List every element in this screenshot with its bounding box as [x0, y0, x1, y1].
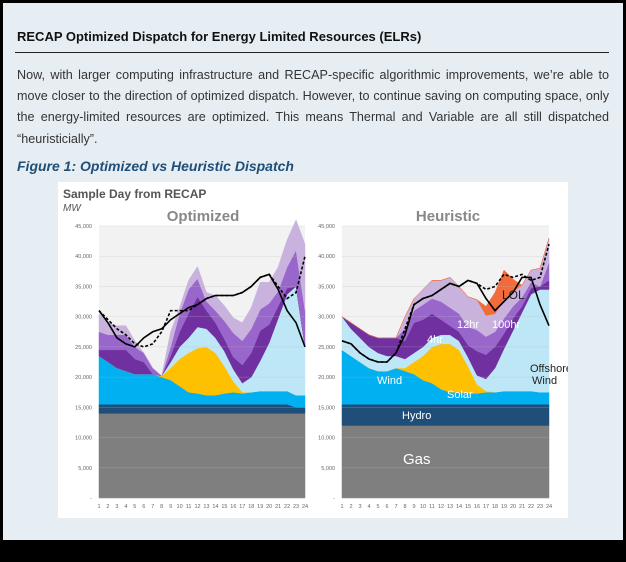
- optimized-x-tick-label: 13: [203, 504, 209, 510]
- heuristic-x-tick-label: 11: [429, 504, 435, 510]
- optimized-x-tick-label: 22: [284, 504, 290, 510]
- heuristic-x-tick-label: 12: [438, 504, 444, 510]
- heuristic-x-tick-label: 19: [501, 504, 507, 510]
- optimized-y-tick-label: 10,000: [75, 436, 92, 442]
- optimized-x-tick-label: 8: [160, 504, 163, 510]
- heuristic-label-h4: 4hr: [427, 334, 443, 346]
- heuristic-label-gas: Gas: [403, 451, 431, 468]
- optimized-x-tick-label: 5: [133, 504, 136, 510]
- optimized-panel: Optimized45,00040,00035,00030,00025,0002…: [75, 208, 308, 510]
- heuristic-x-tick-label: 22: [528, 504, 534, 510]
- optimized-x-tick-label: 3: [115, 504, 118, 510]
- heuristic-x-tick-label: 13: [447, 504, 453, 510]
- heuristic-x-tick-label: 5: [376, 504, 379, 510]
- dispatch-figure: Sample Day from RECAP MW Optimized 45,000…: [58, 182, 568, 518]
- optimized-x-tick-label: 23: [293, 504, 299, 510]
- heuristic-label-hydro: Hydro: [402, 410, 431, 422]
- heuristic-x-tick-label: 3: [358, 504, 361, 510]
- heuristic-y-tick-label: -: [333, 496, 335, 502]
- optimized-load-with-charging-line: [98, 256, 306, 348]
- optimized-title: Optimized: [167, 208, 240, 225]
- optimized-y-tick-label: 45,000: [75, 224, 92, 230]
- title-divider: [15, 52, 609, 53]
- optimized-gas-area: [98, 413, 306, 499]
- heuristic-x-tick-label: 18: [492, 504, 498, 510]
- optimized-hydro-area: [98, 404, 306, 414]
- heuristic-x-tick-label: 9: [412, 504, 415, 510]
- figure-caption: Figure 1: Optimized vs Heuristic Dispatc…: [17, 158, 294, 174]
- heuristic-y-tick-label: 20,000: [318, 375, 335, 381]
- heuristic-label-wind: Wind: [377, 375, 402, 387]
- heuristic-x-tick-label: 21: [519, 504, 525, 510]
- optimized-y-tick-label: 35,000: [75, 284, 92, 290]
- heuristic-gas-area: [341, 425, 550, 499]
- offshore-label-line: Wind: [532, 375, 557, 387]
- optimized-y-tick-label: 15,000: [75, 405, 92, 411]
- heuristic-label-h100: 100hr: [492, 319, 520, 331]
- heuristic-y-tick-label: 10,000: [318, 436, 335, 442]
- heuristic-label-offshore: Offshore Wind: [530, 363, 568, 387]
- optimized-x-tick-label: 4: [124, 504, 127, 510]
- optimized-x-tick-label: 2: [106, 504, 109, 510]
- optimized-x-tick-label: 7: [151, 504, 154, 510]
- body-paragraph: Now, with larger computing infrastructur…: [17, 68, 609, 146]
- heuristic-x-tick-label: 23: [537, 504, 543, 510]
- optimized-x-tick-label: 10: [177, 504, 183, 510]
- dispatch-chart-svg: Sample Day from RECAP MW Optimized45,000…: [63, 187, 568, 510]
- optimized-x-tick-label: 6: [142, 504, 145, 510]
- heuristic-y-tick-label: 35,000: [318, 284, 335, 290]
- heuristic-label-lol: LOL: [502, 288, 525, 302]
- optimized-x-tick-label: 16: [230, 504, 236, 510]
- heuristic-y-tick-label: 5,000: [321, 466, 335, 472]
- heuristic-x-tick-label: 15: [465, 504, 471, 510]
- heuristic-x-tick-label: 14: [456, 504, 462, 510]
- heuristic-load-with-charging-line: [341, 243, 550, 363]
- figure-heading: Sample Day from RECAP: [63, 187, 206, 201]
- optimized-y-tick-label: 20,000: [75, 375, 92, 381]
- heuristic-x-tick-label: 7: [394, 504, 397, 510]
- optimized-y-tick-label: 25,000: [75, 345, 92, 351]
- heuristic-x-tick-label: 17: [483, 504, 489, 510]
- offshore-label-line: Offshore: [530, 363, 568, 375]
- heuristic-y-tick-label: 45,000: [318, 224, 335, 230]
- heuristic-y-tick-label: 15,000: [318, 405, 335, 411]
- heuristic-x-tick-label: 6: [385, 504, 388, 510]
- heuristic-x-tick-label: 24: [546, 504, 552, 510]
- optimized-x-tick-label: 11: [186, 504, 192, 510]
- optimized-x-tick-label: 19: [257, 504, 263, 510]
- heuristic-label-solar: Solar: [447, 389, 473, 401]
- optimized-x-tick-label: 24: [302, 504, 308, 510]
- heuristic-x-tick-label: 20: [510, 504, 516, 510]
- heuristic-x-tick-label: 2: [349, 504, 352, 510]
- heuristic-x-tick-label: 16: [474, 504, 480, 510]
- optimized-y-tick-label: 5,000: [78, 466, 92, 472]
- optimized-x-tick-label: 15: [221, 504, 227, 510]
- section-title: RECAP Optimized Dispatch for Energy Limi…: [17, 29, 422, 44]
- heuristic-lol-area: [341, 238, 550, 339]
- heuristic-y-tick-label: 25,000: [318, 345, 335, 351]
- optimized-y-tick-label: 40,000: [75, 254, 92, 260]
- optimized-x-tick-label: 12: [194, 504, 200, 510]
- heuristic-label-h12: 12hr: [457, 319, 479, 331]
- heuristic-x-tick-label: 10: [420, 504, 426, 510]
- optimized-x-tick-label: 1: [97, 504, 100, 510]
- heuristic-x-tick-label: 1: [340, 504, 343, 510]
- optimized-y-tick-label: 30,000: [75, 315, 92, 321]
- optimized-x-tick-label: 9: [169, 504, 172, 510]
- optimized-x-tick-label: 18: [248, 504, 254, 510]
- heuristic-y-tick-label: 30,000: [318, 315, 335, 321]
- heuristic-x-tick-label: 4: [367, 504, 370, 510]
- optimized-h100-area: [98, 219, 306, 377]
- optimized-y-tick-label: -: [90, 496, 92, 502]
- optimized-x-tick-label: 21: [275, 504, 281, 510]
- heuristic-title: Heuristic: [416, 208, 480, 225]
- heuristic-y-tick-label: 40,000: [318, 254, 335, 260]
- optimized-x-tick-label: 14: [212, 504, 218, 510]
- heuristic-x-tick-label: 8: [403, 504, 406, 510]
- optimized-x-tick-label: 20: [266, 504, 272, 510]
- optimized-x-tick-label: 17: [239, 504, 245, 510]
- figure-unit: MW: [63, 203, 82, 214]
- heuristic-panel: Heuristic45,00040,00035,00030,00025,0002…: [318, 208, 568, 510]
